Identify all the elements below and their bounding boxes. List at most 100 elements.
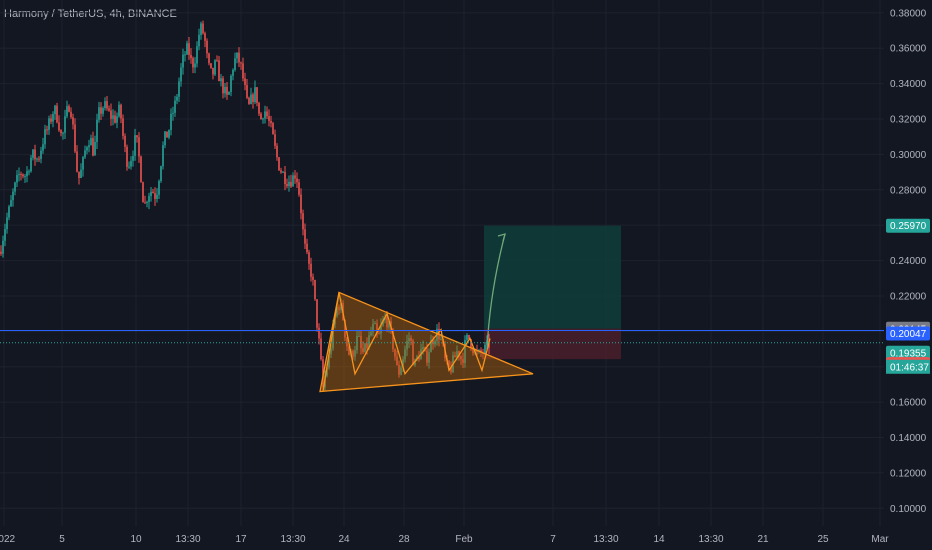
candle-body (318, 327, 320, 339)
candle-body (472, 347, 474, 354)
x-tick-label: Feb (455, 534, 473, 545)
candle-body (14, 182, 16, 192)
candle-body (80, 169, 82, 179)
candle-body (274, 134, 276, 146)
candle-body (252, 94, 254, 103)
y-axis[interactable]: 0.100000.120000.140000.160000.180000.200… (890, 8, 927, 514)
candle-body (292, 175, 294, 187)
triangle-outline (319, 291, 534, 393)
candle-body (142, 182, 144, 203)
candle-body (42, 144, 44, 151)
candle-body (134, 135, 136, 156)
price-tag-label-current_line: 0.20047 (890, 329, 927, 340)
candle-body (174, 100, 176, 113)
candle-body (168, 129, 170, 138)
candle-body (462, 359, 464, 363)
y-tick-label: 0.38000 (890, 8, 927, 19)
countdown-tag (886, 359, 930, 374)
candle-body (410, 338, 412, 341)
candle-body (44, 129, 46, 145)
candle-body (314, 279, 316, 300)
candle-body (402, 359, 404, 368)
candle-body (298, 182, 300, 195)
candle-body (264, 111, 266, 119)
candle-body (146, 202, 148, 204)
x-tick-label: 13:30 (280, 534, 305, 545)
candle-body (262, 118, 264, 120)
candle-body (152, 191, 154, 194)
candle-body (408, 338, 410, 342)
candle-body (182, 54, 184, 68)
x-tick-label: Mar (871, 534, 889, 545)
candle-body (456, 351, 458, 358)
candle-body (272, 123, 274, 135)
candle-body (68, 106, 70, 112)
candle-body (64, 116, 66, 133)
x-tick-label: 5 (59, 534, 65, 545)
candle-body (110, 110, 112, 119)
candle-body (422, 347, 424, 350)
candle-body (380, 325, 382, 334)
candle-body (22, 174, 24, 177)
price-tag-current_line (886, 326, 930, 341)
x-tick-label: 17 (235, 534, 247, 545)
candle-body (46, 129, 48, 131)
candle-body (440, 338, 442, 340)
candle-body (468, 334, 470, 340)
candle-body (18, 173, 20, 175)
candle-body (108, 108, 110, 111)
candle-body (454, 355, 456, 358)
candle-body (222, 78, 224, 94)
candle-body (220, 78, 222, 82)
candle-body (12, 191, 14, 201)
candle-body (104, 101, 106, 109)
candle-body (418, 356, 420, 360)
pattern-zigzag (322, 292, 491, 392)
y-tick-label: 0.12000 (890, 468, 927, 479)
candle-body (286, 184, 288, 187)
candle-body (426, 350, 428, 363)
candle-body (370, 332, 372, 336)
x-axis[interactable]: 2022 5 10 13:30 17 13:30 24 28 Feb 7 13:30 14 13:30 2… (0, 534, 889, 545)
candle-body (188, 43, 190, 55)
candle-body (126, 146, 128, 167)
candle-body (392, 329, 394, 349)
candle-body (304, 229, 306, 244)
candle-body (114, 115, 116, 123)
candle-body (162, 145, 164, 167)
candle-body (54, 105, 56, 115)
candle-body (78, 171, 80, 179)
y-tick-label: 0.36000 (890, 44, 927, 55)
candle-body (484, 344, 486, 354)
candle-body (242, 63, 244, 79)
price-lines (0, 330, 884, 344)
x-tick-label: 10 (130, 534, 142, 545)
triangle-pattern[interactable] (319, 233, 534, 393)
candle-body (156, 194, 158, 199)
candle-body (100, 107, 102, 114)
candle-body (30, 157, 32, 172)
candle-body (132, 155, 134, 161)
candle-body (332, 323, 334, 349)
candle-body (136, 135, 138, 138)
candle-body (48, 118, 50, 130)
candle-body (120, 104, 122, 119)
candle-body (66, 106, 68, 117)
price-tag-label-target: 0.25970 (890, 221, 927, 232)
candle-body (138, 137, 140, 157)
candle-body (284, 171, 286, 185)
candle-body (364, 343, 366, 352)
y-tick-label: 0.32000 (890, 115, 927, 126)
candle-body (212, 67, 214, 75)
candle-body (266, 111, 268, 117)
candle-body (102, 108, 104, 114)
candle-body (206, 40, 208, 54)
candle-body (88, 145, 90, 148)
candle-body (190, 54, 192, 59)
candle-body (306, 243, 308, 253)
candle-body (200, 23, 202, 35)
candle-body (470, 339, 472, 348)
grid-layer (0, 0, 884, 526)
x-tick-label: 7 (550, 534, 556, 545)
